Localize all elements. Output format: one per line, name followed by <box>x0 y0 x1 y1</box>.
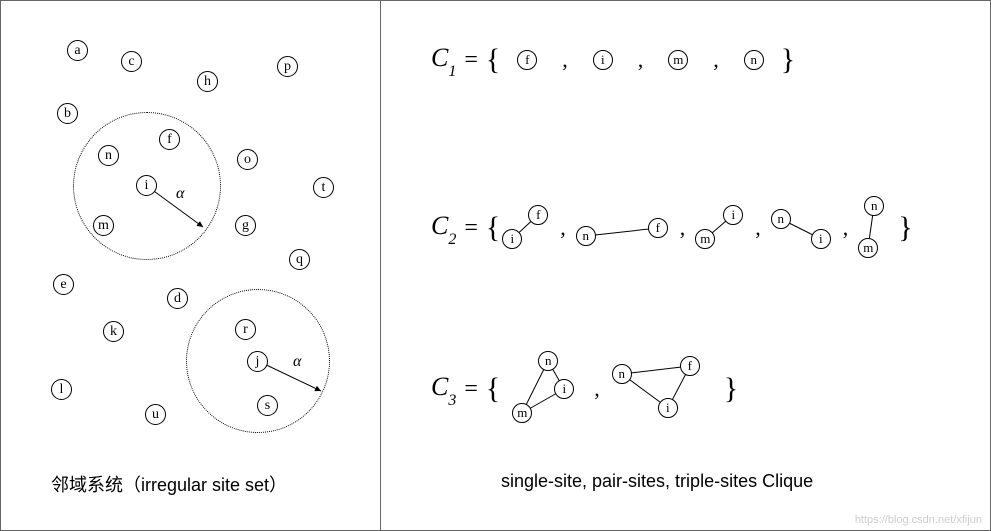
site-node: g <box>235 215 256 236</box>
site-node: r <box>235 319 256 340</box>
site-node: t <box>313 177 334 198</box>
watermark: https://blog.csdn.net/xfijun <box>855 514 982 526</box>
open-brace: { <box>486 43 500 77</box>
site-node: i <box>136 175 157 196</box>
site-node: m <box>93 215 114 236</box>
site-node: u <box>145 404 166 425</box>
close-brace: } <box>724 372 738 406</box>
close-brace: } <box>898 211 912 245</box>
site-node: a <box>67 40 88 61</box>
site-node: b <box>57 103 78 124</box>
c2-row: C2 = { i f , n f , m i , <box>431 196 913 260</box>
site-node: k <box>103 321 124 342</box>
c2-symbol: C2 <box>431 211 456 245</box>
alpha-label-2: α <box>293 353 301 371</box>
equals-sign: = <box>464 215 478 242</box>
site-node: f <box>159 129 180 150</box>
radius-arrow-2 <box>1 1 381 471</box>
c2-pair: m i <box>695 205 745 251</box>
right-panel: C1 = { f , i , m , n } C2 = { i f , <box>381 1 990 530</box>
c3-triple: n f i <box>612 356 706 422</box>
close-brace: } <box>781 43 795 77</box>
site-node: e <box>53 274 74 295</box>
site-node: d <box>167 288 188 309</box>
right-caption: single-site, pair-sites, triple-sites Cl… <box>501 471 813 492</box>
diagram-container: α α a c h p b n f o i t m g q e d k r j … <box>0 0 991 531</box>
site-node: q <box>289 249 310 270</box>
c1-item: m <box>661 49 695 71</box>
site-node: s <box>257 395 278 416</box>
comma: , <box>843 215 849 241</box>
site-node: j <box>247 351 268 372</box>
c3-row: C3 = { n i m , <box>431 351 738 427</box>
open-brace: { <box>486 372 500 406</box>
open-brace: { <box>486 211 500 245</box>
c1-row: C1 = { f , i , m , n } <box>431 43 795 77</box>
comma: , <box>638 47 644 73</box>
site-node: o <box>237 149 258 170</box>
comma: , <box>713 47 719 73</box>
site-node: h <box>197 71 218 92</box>
c2-pair: n m <box>858 196 886 260</box>
c2-pair: i f <box>502 205 550 251</box>
c1-item: i <box>586 49 620 71</box>
c1-item: n <box>737 49 771 71</box>
c1-item: f <box>510 49 544 71</box>
comma: , <box>562 47 568 73</box>
left-panel: α α a c h p b n f o i t m g q e d k r j … <box>1 1 381 530</box>
equals-sign: = <box>464 376 478 403</box>
site-node: c <box>121 51 142 72</box>
comma: , <box>755 215 761 241</box>
comma: , <box>680 215 686 241</box>
c2-pair: n f <box>576 208 670 248</box>
comma: , <box>560 215 566 241</box>
site-node: l <box>51 379 72 400</box>
c1-symbol: C1 <box>431 43 456 77</box>
equals-sign: = <box>464 47 478 74</box>
left-caption: 邻域系统（irregular site set） <box>51 471 287 497</box>
c3-symbol: C3 <box>431 372 456 406</box>
site-node: n <box>98 145 119 166</box>
site-node: p <box>277 56 298 77</box>
c2-pair: n i <box>771 205 833 251</box>
c3-triple: n i m <box>504 351 582 427</box>
comma: , <box>594 376 600 402</box>
